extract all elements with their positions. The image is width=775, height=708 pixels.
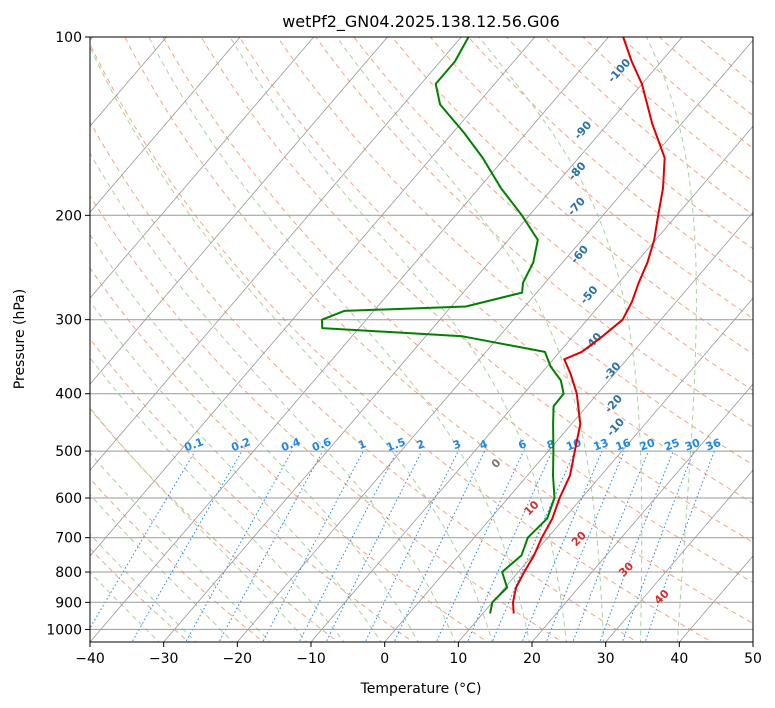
y-axis-label: Pressure (hPa) — [12, 289, 28, 389]
mixing-ratio-label: 36 — [704, 436, 723, 454]
dry-adiabat-line — [90, 195, 564, 642]
isotherm-line — [90, 37, 462, 471]
isotherm-line — [310, 125, 753, 642]
y-tick-label: 600 — [55, 491, 82, 507]
mixing-ratio-label: 4 — [478, 437, 490, 452]
mixing-ratio-line — [298, 450, 398, 642]
mixing-ratio-label: 0.1 — [183, 435, 206, 454]
y-axis: 100 200 300 400 500 600 700 800 900 1000 — [46, 30, 90, 638]
y-tick-label: 500 — [55, 444, 82, 460]
mixing-ratio-line — [90, 450, 196, 630]
mixing-ratio-line — [545, 450, 625, 642]
mixing-ratio-line — [621, 450, 695, 642]
dry-adiabat-line — [90, 120, 638, 642]
isotherm-line — [457, 297, 753, 642]
isotherm-line — [531, 383, 753, 642]
isotherm-line — [90, 37, 315, 299]
mixing-ratio-line — [521, 450, 603, 642]
mixing-ratio-label: 3 — [451, 437, 463, 452]
moist-adiabat-line — [90, 45, 493, 642]
isotherm-line — [605, 469, 753, 642]
isotherm-line — [752, 641, 753, 642]
x-axis-label: Temperature (°C) — [360, 681, 482, 697]
isotherm-line — [90, 37, 536, 557]
temperature-profile — [512, 37, 666, 614]
y-tick-label: 800 — [55, 565, 82, 581]
mixing-ratio-line — [599, 450, 674, 642]
chart-title: wetPf2_GN04.2025.138.12.56.G06 — [282, 12, 560, 32]
moist-adiabat-line — [336, 37, 604, 642]
mixing-ratio-label: 2 — [415, 437, 427, 452]
mixing-ratio-line — [572, 450, 649, 642]
mixing-ratio-label: 0.2 — [229, 435, 252, 454]
mixing-ratio-line — [393, 450, 486, 642]
moist-adiabat-line — [645, 37, 697, 642]
mixing-ratio-label: 30 — [683, 436, 702, 454]
y-tick-label: 400 — [55, 387, 82, 403]
dry-adiabat-line — [315, 37, 753, 428]
x-tick-label: 10 — [449, 651, 467, 667]
isotherm-line — [90, 37, 241, 213]
x-tick-label: 50 — [744, 651, 762, 667]
dry-adiabat-line — [162, 37, 753, 583]
dry-adiabat-line — [90, 338, 414, 642]
isotherm-line — [384, 211, 753, 642]
x-tick-label: 40 — [670, 651, 688, 667]
mixing-ratio-label: 10 — [564, 436, 583, 454]
dry-adiabat-line — [353, 37, 753, 391]
y-tick-label: 900 — [55, 595, 82, 611]
x-tick-label: −30 — [149, 651, 179, 667]
mixing-ratio-label: 0.4 — [279, 435, 302, 454]
sounding-profiles — [321, 37, 666, 614]
mixing-ratio-label: 6 — [517, 437, 529, 452]
y-tick-label: 300 — [55, 313, 82, 329]
plot-area: 0.1 0.2 0.4 0.6 1 1.5 2 3 4 6 8 10 13 16 20 25 30 36-100-… — [90, 37, 753, 642]
x-tick-label: −20 — [223, 651, 253, 667]
mixing-ratio-label: 13 — [592, 436, 611, 453]
mixing-ratio-label: 0.6 — [310, 435, 333, 454]
isotherm-line — [236, 39, 753, 642]
x-tick-label: 0 — [380, 651, 389, 667]
dry-adiabat-line — [90, 408, 340, 642]
plot-frame — [89, 36, 754, 643]
isotherms — [90, 37, 753, 642]
y-tick-label: 1000 — [46, 622, 82, 638]
mixing-ratio-label: 25 — [663, 436, 682, 453]
isobars — [90, 37, 753, 630]
mixing-ratio-label: 1.5 — [385, 435, 408, 454]
dry-adiabat-line — [238, 37, 753, 504]
moist-adiabat-line — [229, 37, 568, 642]
y-tick-label: 700 — [55, 531, 82, 547]
x-axis: −40 −30 −20 −10 0 10 20 30 40 50 — [75, 642, 762, 667]
isotherm-line — [90, 37, 388, 385]
mixing-ratio-label: 8 — [545, 437, 557, 452]
mixing-ratio-line — [644, 450, 715, 642]
mixing-ratio-label: 1 — [356, 437, 368, 452]
mixing-ratio-label: 16 — [614, 436, 633, 454]
isotherm-line — [90, 37, 609, 642]
x-tick-label: 30 — [597, 651, 615, 667]
x-tick-label: 20 — [523, 651, 541, 667]
isotherm-line — [163, 37, 683, 642]
dewpoint-profile — [321, 37, 565, 614]
moist-adiabat-line — [148, 37, 530, 642]
mixing-ratio-label: 20 — [638, 436, 657, 454]
x-tick-label: −10 — [296, 651, 326, 667]
moist-adiabat-line — [478, 37, 643, 642]
dry-adiabat-line — [200, 37, 753, 543]
x-tick-label: −40 — [75, 651, 105, 667]
y-tick-label: 200 — [55, 208, 82, 224]
y-tick-label: 100 — [55, 30, 82, 46]
